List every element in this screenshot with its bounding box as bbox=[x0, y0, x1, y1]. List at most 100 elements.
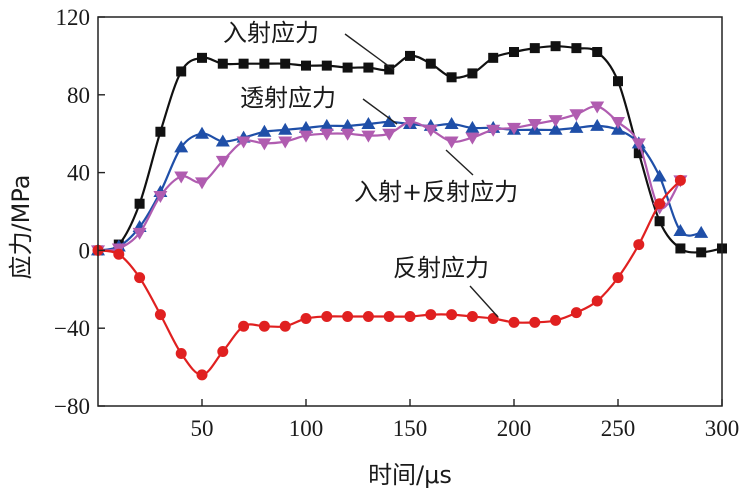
data-point-sum bbox=[361, 130, 376, 143]
data-point-reflected bbox=[175, 347, 187, 359]
ticks-layer: 50 100 150 200 250 300 −80 −40 0 40 80 120 bbox=[54, 5, 739, 441]
data-point-sum bbox=[132, 227, 147, 240]
data-point-reflected bbox=[154, 309, 166, 321]
data-point-sum bbox=[403, 117, 417, 130]
data-point-incident bbox=[197, 52, 207, 63]
data-point-sum bbox=[299, 130, 313, 143]
data-point-sum bbox=[548, 115, 563, 128]
data-point-incident bbox=[488, 52, 499, 63]
x-tick-label: 250 bbox=[601, 416, 636, 441]
data-point-incident bbox=[321, 60, 332, 71]
series-line-reflected bbox=[97, 179, 682, 376]
x-tick-label: 150 bbox=[393, 416, 428, 441]
y-tick-label: −40 bbox=[54, 316, 90, 341]
data-point-sum bbox=[465, 132, 480, 145]
data-point-incident bbox=[176, 66, 187, 77]
data-point-reflected bbox=[300, 312, 312, 324]
data-point-incident bbox=[633, 148, 644, 159]
data-point-incident bbox=[571, 43, 582, 54]
data-point-sum bbox=[444, 136, 459, 149]
data-point-reflected bbox=[654, 198, 666, 210]
data-point-reflected bbox=[342, 311, 354, 323]
data-point-reflected bbox=[383, 311, 395, 323]
data-point-sum bbox=[257, 138, 272, 151]
data-point-reflected bbox=[113, 248, 125, 260]
data-point-reflected bbox=[321, 311, 333, 323]
annotation-sum: 入射+反射应力 bbox=[354, 178, 518, 206]
data-point-incident bbox=[425, 58, 436, 69]
plot-frame bbox=[97, 16, 723, 407]
data-point-reflected bbox=[508, 316, 520, 328]
leader-sum bbox=[445, 149, 474, 176]
data-point-incident bbox=[238, 58, 249, 69]
y-tick-label: 120 bbox=[56, 5, 91, 30]
data-point-sum bbox=[569, 109, 584, 122]
data-point-sum bbox=[631, 138, 646, 151]
data-point-sum bbox=[382, 128, 397, 141]
data-point-transmitted bbox=[215, 134, 230, 147]
data-point-sum bbox=[340, 128, 355, 141]
data-point-sum bbox=[174, 171, 189, 184]
x-tick-label: 200 bbox=[497, 416, 532, 441]
series-line-incident bbox=[97, 45, 723, 254]
leader-reflected bbox=[469, 285, 499, 318]
data-point-reflected bbox=[529, 316, 541, 328]
data-point-incident bbox=[384, 64, 395, 75]
data-point-transmitted bbox=[590, 118, 605, 131]
data-point-incident bbox=[529, 43, 540, 54]
data-point-reflected bbox=[633, 239, 645, 251]
y-tick-label: 40 bbox=[67, 161, 90, 186]
data-point-incident bbox=[134, 198, 145, 209]
data-point-incident bbox=[342, 62, 353, 73]
data-point-reflected bbox=[674, 174, 686, 186]
data-point-transmitted bbox=[278, 122, 293, 135]
x-tick-label: 50 bbox=[191, 416, 214, 441]
data-point-transmitted bbox=[465, 120, 480, 133]
data-point-reflected bbox=[134, 272, 146, 284]
data-point-reflected bbox=[362, 311, 374, 323]
data-point-transmitted bbox=[319, 118, 334, 131]
data-point-transmitted bbox=[340, 118, 355, 131]
data-point-incident bbox=[675, 243, 686, 254]
data-point-incident bbox=[405, 50, 415, 61]
data-point-transmitted bbox=[548, 122, 563, 135]
data-point-reflected bbox=[446, 309, 458, 321]
annotation-incident: 入射应力 bbox=[223, 19, 319, 47]
data-point-sum bbox=[153, 190, 168, 203]
data-point-transmitted bbox=[174, 140, 189, 153]
leader-transmitted bbox=[362, 98, 398, 125]
series-incident bbox=[93, 41, 727, 258]
data-point-incident bbox=[696, 247, 707, 258]
data-point-reflected bbox=[487, 312, 499, 324]
annotation-reflected: 反射应力 bbox=[393, 254, 489, 282]
data-point-incident bbox=[509, 47, 519, 58]
data-point-transmitted bbox=[382, 115, 397, 128]
data-point-sum bbox=[590, 101, 605, 114]
x-tick-label: 300 bbox=[705, 416, 739, 441]
data-point-reflected bbox=[612, 272, 624, 284]
data-point-incident bbox=[259, 58, 270, 69]
y-tick-label: 80 bbox=[67, 83, 90, 108]
data-point-incident bbox=[550, 41, 561, 52]
x-tick-label: 100 bbox=[289, 416, 324, 441]
data-point-incident bbox=[446, 72, 457, 83]
data-point-sum bbox=[507, 122, 521, 135]
data-point-incident bbox=[613, 76, 623, 87]
data-point-transmitted bbox=[257, 124, 272, 137]
data-point-transmitted bbox=[361, 116, 376, 129]
data-point-sum bbox=[236, 136, 251, 149]
data-point-incident bbox=[217, 58, 228, 69]
data-point-reflected bbox=[258, 320, 270, 332]
data-point-incident bbox=[592, 47, 603, 58]
data-point-reflected bbox=[279, 320, 291, 332]
series-sum bbox=[91, 101, 688, 258]
data-point-transmitted bbox=[195, 126, 209, 139]
data-point-transmitted bbox=[444, 116, 459, 129]
data-point-reflected bbox=[238, 320, 250, 332]
data-point-incident bbox=[155, 126, 166, 137]
data-point-incident bbox=[301, 60, 311, 71]
data-point-sum bbox=[278, 136, 293, 149]
data-point-reflected bbox=[550, 314, 562, 326]
data-point-incident bbox=[280, 58, 291, 69]
data-point-sum bbox=[611, 117, 625, 130]
